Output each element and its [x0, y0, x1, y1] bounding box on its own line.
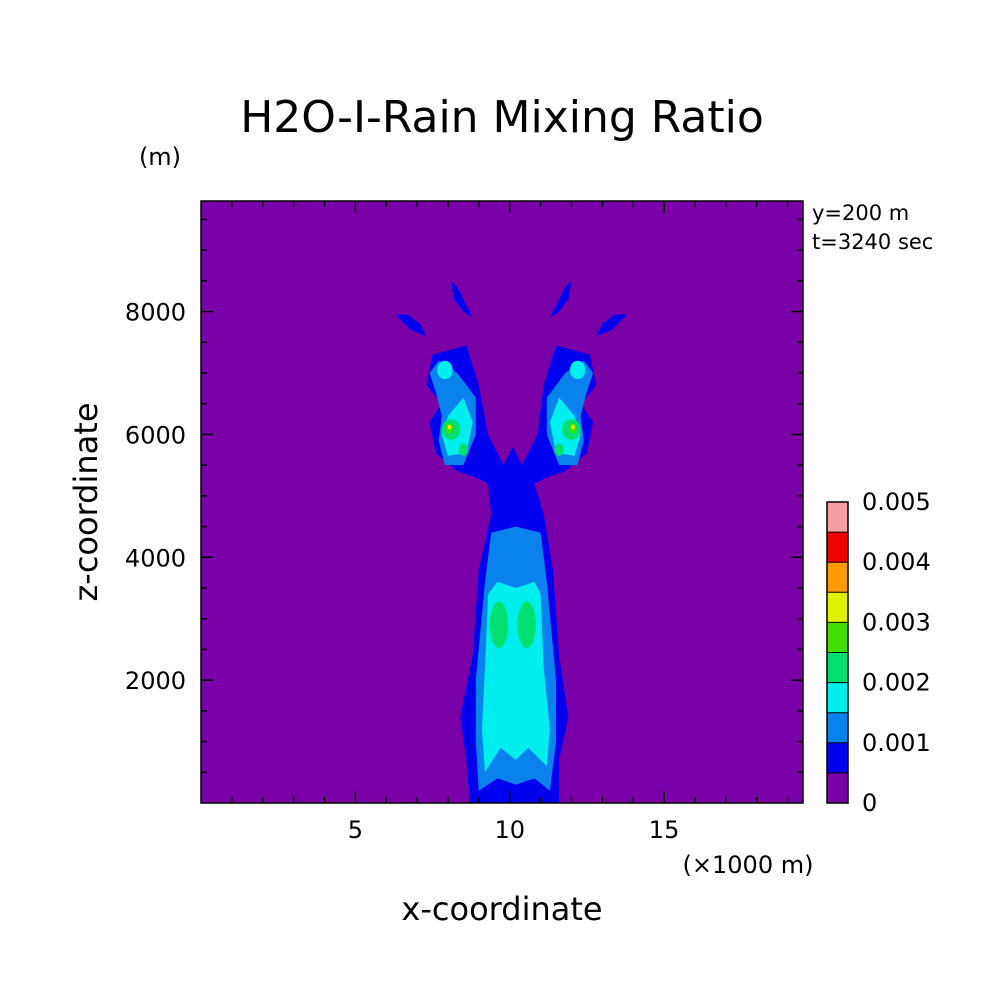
- annotation-t: t=3240 sec: [812, 230, 933, 254]
- plot-area: [200, 200, 804, 804]
- colorbar-label: 0.003: [862, 608, 931, 636]
- contour-level-4-core-right: [517, 601, 536, 649]
- colorbar-swatch: [827, 622, 848, 653]
- colorbar-label: 0: [862, 789, 877, 817]
- colorbar-swatch: [827, 712, 848, 743]
- x-unit-label: (×1000 m): [683, 851, 814, 879]
- y-tick-label: 6000: [125, 421, 186, 449]
- contour-level-3-left-top: [437, 360, 453, 380]
- colorbar-label: 0.004: [862, 548, 931, 576]
- colorbar-label: 0.005: [862, 488, 931, 516]
- contour-level-6-right: [571, 424, 575, 430]
- x-tick-label: 15: [649, 816, 680, 844]
- y-tick-label: 8000: [125, 299, 186, 327]
- colorbar-swatch: [827, 502, 848, 533]
- axis-ticks: [201, 201, 803, 803]
- colorbar-label: 0.002: [862, 669, 931, 697]
- y-axis-label: z-coordinate: [67, 402, 105, 601]
- colorbar-swatch: [827, 742, 848, 773]
- x-tick-label: 10: [494, 816, 525, 844]
- contour-level-4-core-left: [489, 601, 509, 649]
- contour-field: [395, 280, 627, 803]
- contour-level-6-left: [447, 424, 452, 430]
- colorbar-swatch: [827, 652, 848, 683]
- contour-wisp-left-a: [395, 314, 427, 337]
- colorbar-labels: 0 0.001 0.002 0.003 0.004 0.005: [862, 488, 931, 817]
- colorbar-swatch: [827, 532, 848, 563]
- x-tick-label: 5: [348, 816, 363, 844]
- y-unit-label: (m): [139, 143, 181, 171]
- colorbar-swatch: [827, 682, 848, 713]
- y-tick-label: 2000: [125, 667, 186, 695]
- chart-title: H2O-I-Rain Mixing Ratio: [240, 92, 764, 143]
- colorbar: [826, 501, 849, 804]
- plot-frame: [200, 200, 804, 804]
- colorbar-swatch: [827, 562, 848, 593]
- contour-level-3-right-top: [569, 360, 586, 380]
- annotation-y: y=200 m: [812, 201, 909, 225]
- contour-wisp-right-b: [549, 280, 572, 318]
- x-tick-labels: 5 10 15: [348, 816, 680, 844]
- y-tick-labels: 2000 4000 6000 8000: [125, 299, 186, 696]
- colorbar-swatch: [827, 772, 848, 803]
- y-tick-label: 4000: [125, 544, 186, 572]
- contour-level-4-arm-right-b: [554, 443, 564, 456]
- contour-wisp-right-a: [596, 314, 627, 337]
- contour-level-4-arm-left-b: [458, 443, 469, 456]
- contour-wisp-left-b: [451, 280, 473, 318]
- x-axis-label: x-coordinate: [401, 890, 602, 928]
- colorbar-swatch: [827, 592, 848, 623]
- colorbar-label: 0.001: [862, 729, 931, 757]
